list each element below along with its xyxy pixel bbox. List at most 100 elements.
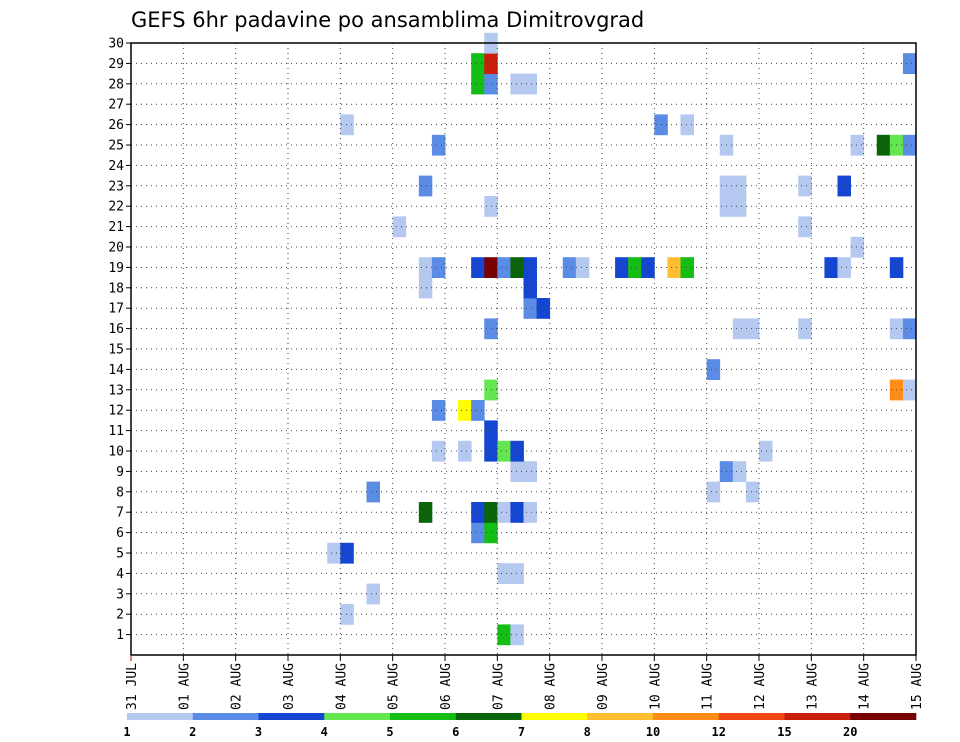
precip-cell (902, 53, 917, 74)
precip-cell (732, 461, 747, 482)
precip-cell (418, 277, 433, 299)
y-tick-label: 16 (108, 322, 124, 337)
precip-cell (680, 114, 694, 136)
colorbar-label: 15 (777, 725, 791, 739)
precip-cell (418, 257, 433, 278)
precip-cell (471, 73, 485, 95)
precip-cell (484, 379, 498, 401)
precip-cell (536, 298, 551, 319)
precip-cell (431, 134, 446, 156)
precip-cell (523, 277, 537, 299)
precip-cell (680, 257, 694, 278)
precip-cell (471, 53, 485, 74)
precip-cell (745, 318, 760, 340)
precip-cell (497, 502, 511, 523)
precip-cell (706, 481, 721, 503)
y-tick-label: 8 (116, 485, 124, 500)
precip-cell (327, 542, 341, 564)
precip-cell (902, 379, 917, 401)
colorbar-label: 2 (189, 725, 196, 739)
y-tick-label: 29 (108, 57, 124, 72)
precip-cell (837, 175, 851, 197)
precip-cell (732, 196, 747, 217)
precip-cell (667, 257, 681, 278)
precip-cell (510, 461, 524, 482)
precip-cell (340, 604, 354, 625)
precip-cell (706, 359, 721, 380)
precip-cell (902, 318, 917, 340)
precip-cell (837, 257, 851, 278)
x-tick-label: 05 AUG (387, 663, 402, 710)
y-tick-label: 25 (108, 139, 124, 154)
y-tick-label: 17 (108, 302, 124, 317)
y-tick-label: 20 (108, 241, 124, 256)
y-tick-label: 7 (116, 506, 124, 521)
colorbar-swatch (258, 713, 325, 720)
precip-cell (471, 400, 485, 421)
y-tick-label: 18 (108, 281, 124, 296)
precip-cell (484, 53, 498, 74)
y-tick-label: 14 (108, 363, 124, 378)
precip-cell (575, 257, 590, 278)
colorbar-label: 5 (386, 725, 393, 739)
y-tick-label: 21 (108, 220, 124, 235)
precip-cell (497, 624, 511, 646)
precip-cell (759, 440, 773, 462)
x-tick-label: 06 AUG (439, 663, 454, 710)
precip-cell (510, 624, 524, 646)
precip-cell (732, 175, 747, 197)
y-tick-label: 1 (116, 628, 124, 643)
y-tick-label: 11 (108, 424, 124, 439)
y-tick-label: 26 (108, 118, 124, 133)
precip-cell (471, 502, 485, 523)
x-tick-label: 14 AUG (858, 663, 873, 710)
x-tick-label: 04 AUG (334, 663, 349, 710)
precip-cell (497, 257, 511, 278)
precip-cell (471, 522, 485, 544)
x-tick-label: 10 AUG (648, 663, 663, 710)
x-tick-label: 13 AUG (805, 663, 820, 710)
precip-cell (562, 257, 577, 278)
precip-cell (510, 440, 524, 462)
y-tick-label: 24 (108, 159, 124, 174)
precip-cell (484, 257, 498, 278)
x-tick-label: 15 AUG (910, 663, 925, 710)
precip-cell (732, 318, 747, 340)
precip-cell (431, 440, 446, 462)
colorbar-swatch (192, 713, 259, 720)
precip-cell (510, 563, 524, 584)
y-tick-label: 13 (108, 383, 124, 398)
precip-cell (484, 318, 498, 340)
precip-cell (798, 318, 812, 340)
y-tick-label: 10 (108, 445, 124, 460)
colorbar-swatch (718, 713, 785, 720)
precip-cell (418, 502, 433, 523)
colorbar-swatch (850, 713, 917, 720)
precip-cell (458, 440, 472, 462)
precip-cell (745, 481, 760, 503)
x-tick-label: 08 AUG (544, 663, 559, 710)
precip-cell (458, 400, 472, 421)
precip-cell (798, 216, 812, 238)
precip-cell (484, 522, 498, 544)
y-tick-label: 2 (116, 608, 124, 623)
x-tick-label: 07 AUG (491, 663, 506, 710)
colorbar-swatch (521, 713, 588, 720)
colorbar-label: 7 (518, 725, 525, 739)
colorbar-label: 12 (712, 725, 726, 739)
x-tick-label: 12 AUG (753, 663, 768, 710)
colorbar-label: 4 (321, 725, 328, 739)
precip-cell (850, 236, 865, 258)
precip-cell (484, 196, 498, 217)
precip-cell (418, 175, 433, 197)
colorbar-swatch (390, 713, 457, 720)
precip-cell (523, 298, 537, 319)
precip-cell (484, 420, 498, 442)
precip-cell (497, 440, 511, 462)
precip-cell (902, 134, 917, 156)
precip-cell (484, 440, 498, 462)
precip-cell (366, 481, 380, 503)
colorbar-label: 1 (123, 725, 130, 739)
x-tick-label: 09 AUG (596, 663, 611, 710)
